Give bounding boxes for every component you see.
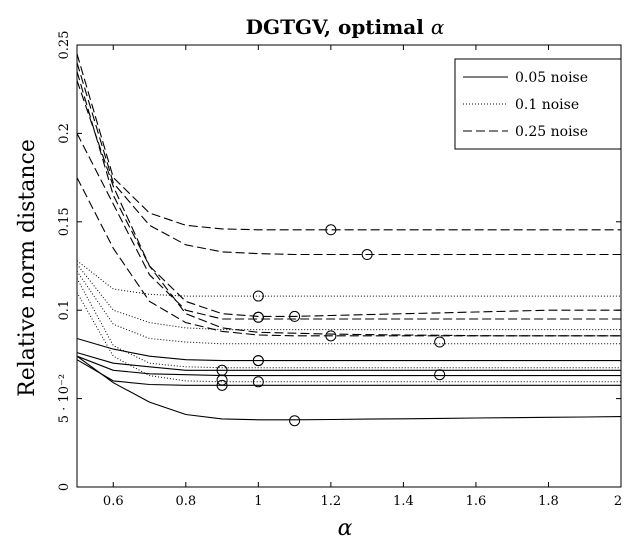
optimal-alpha-marker — [325, 330, 337, 342]
x-tick-label: 2 — [614, 494, 622, 509]
series-line-solid — [76, 355, 622, 421]
series-line-dashed — [76, 177, 621, 337]
legend-label: 0.05 noise — [515, 70, 588, 86]
optimal-alpha-marker — [289, 310, 301, 322]
optimal-alpha-marker — [325, 224, 337, 236]
x-tick-label: 1 — [254, 494, 262, 509]
x-tick-label: 1.2 — [321, 494, 342, 509]
optimal-alpha-marker — [361, 249, 373, 261]
optimal-alpha-marker — [216, 379, 228, 391]
plot-frame — [76, 44, 622, 488]
x-tick-label: 0.6 — [103, 494, 124, 509]
legend-label: 0.25 noise — [515, 124, 588, 140]
legend: 0.05 noise 0.1 noise 0.25 noise — [454, 58, 622, 150]
optimal-alpha-marker — [252, 311, 264, 323]
x-tick-label: 1.6 — [466, 494, 487, 509]
series-line-dashed — [76, 80, 621, 337]
series-line-dashed — [76, 133, 621, 320]
x-axis-label: α — [338, 516, 353, 541]
legend-label: 0.1 noise — [515, 97, 579, 113]
y-axis-label: Relative norm distance — [15, 139, 40, 397]
y-tick-label: 0.2 — [57, 123, 72, 144]
optimal-alpha-marker — [434, 336, 446, 348]
optimal-alpha-marker — [216, 374, 228, 386]
data-marks — [216, 224, 446, 427]
optimal-alpha-marker — [252, 376, 264, 388]
x-tick-label: 1.8 — [538, 494, 559, 509]
series-line-dashed — [76, 53, 621, 231]
optimal-alpha-marker — [252, 290, 264, 302]
series-line-dashed — [76, 62, 621, 256]
series-line-dotted — [76, 263, 621, 331]
series-line-dotted — [76, 271, 621, 345]
optimal-alpha-marker — [252, 355, 264, 367]
x-tick-label: 0.8 — [175, 494, 196, 509]
chart-title-text: DGTGV, optimal — [246, 15, 431, 39]
optimal-alpha-marker — [289, 415, 301, 427]
series-line-dotted — [76, 260, 621, 297]
axes: 0.6 0.8 1 1.2 1.4 1.6 1.8 2 0 5 · 10⁻² 0.1 0.15 0.2 0… — [57, 31, 622, 509]
optimal-alpha-marker — [434, 369, 446, 381]
y-tick-label: 5 · 10⁻² — [57, 374, 72, 423]
y-tick-label: 0.25 — [57, 31, 72, 60]
chart-title: DGTGV, optimal α — [246, 15, 445, 39]
plot-area — [76, 53, 622, 421]
chart-title-symbol: α — [431, 15, 445, 39]
legend-box — [454, 58, 622, 150]
y-tick-label: 0 — [57, 483, 72, 491]
series-line-solid — [76, 359, 621, 386]
y-tick-label: 0.1 — [57, 300, 72, 321]
series-line-solid — [76, 355, 621, 377]
y-tick-label: 0.15 — [57, 207, 72, 236]
series-line-dashed — [76, 71, 621, 317]
series-line-solid — [76, 352, 621, 371]
series-line-dotted — [76, 278, 621, 369]
series-line-solid — [76, 337, 621, 362]
series-line-dotted — [76, 292, 621, 383]
x-tick-label: 1.4 — [393, 494, 414, 509]
